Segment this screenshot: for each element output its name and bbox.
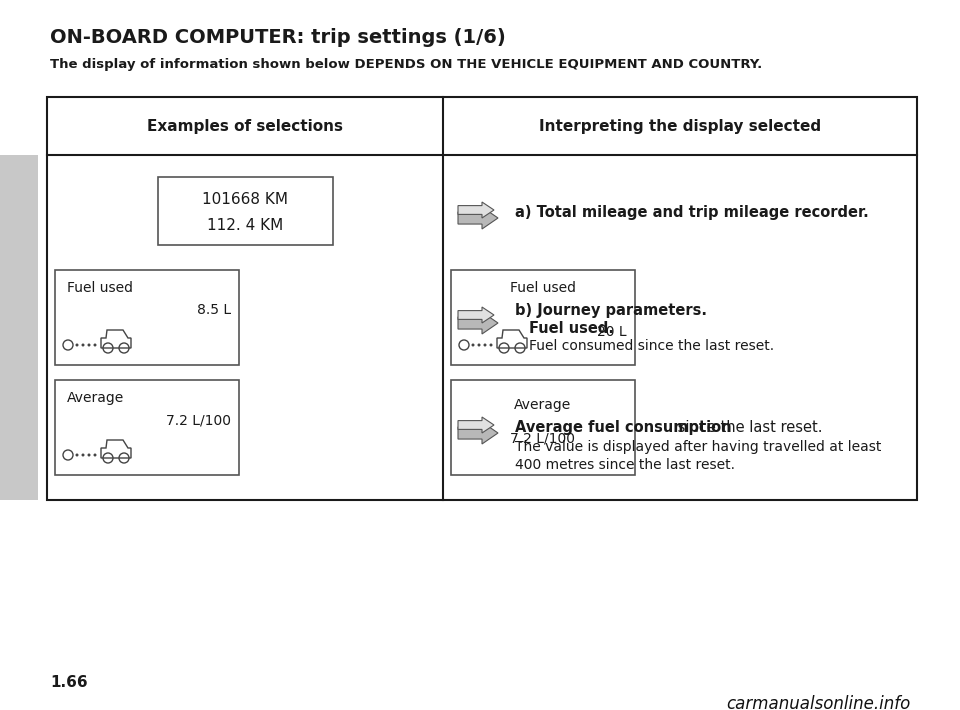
Bar <box>55 270 239 365</box>
Text: Average: Average <box>515 398 571 412</box>
Circle shape <box>477 344 481 346</box>
Text: Interpreting the display selected: Interpreting the display selected <box>539 119 821 133</box>
Text: 112. 4 KM: 112. 4 KM <box>206 217 283 232</box>
Text: 1.66: 1.66 <box>50 675 87 690</box>
Circle shape <box>490 344 492 346</box>
Circle shape <box>82 344 84 346</box>
Circle shape <box>87 344 90 346</box>
Circle shape <box>76 344 79 346</box>
Text: Fuel used: Fuel used <box>510 281 576 295</box>
Polygon shape <box>458 207 498 229</box>
Circle shape <box>76 454 79 457</box>
Text: Fuel used: Fuel used <box>67 281 133 295</box>
Text: 101668 KM: 101668 KM <box>202 192 288 207</box>
Text: 8.5 L: 8.5 L <box>197 303 231 317</box>
Circle shape <box>471 344 474 346</box>
Text: Average fuel consumption: Average fuel consumption <box>515 420 732 435</box>
Circle shape <box>93 344 97 346</box>
Polygon shape <box>458 422 498 444</box>
Text: since the last reset.: since the last reset. <box>673 420 823 435</box>
Text: The display of information shown below DEPENDS ON THE VEHICLE EQUIPMENT AND COUN: The display of information shown below D… <box>50 58 762 71</box>
Bar <box>0 155 38 500</box>
Text: carmanualsonline.info: carmanualsonline.info <box>726 695 910 710</box>
Text: 7.2 L/100: 7.2 L/100 <box>166 413 231 427</box>
Circle shape <box>484 344 487 346</box>
Text: b) Journey parameters.: b) Journey parameters. <box>515 303 707 318</box>
Text: Fuel consumed since the last reset.: Fuel consumed since the last reset. <box>529 339 774 353</box>
Bar <box>47 97 917 500</box>
Bar <box>451 380 635 475</box>
Text: Average: Average <box>67 391 124 405</box>
Text: ON-BOARD COMPUTER: trip settings (1/6): ON-BOARD COMPUTER: trip settings (1/6) <box>50 28 506 47</box>
Circle shape <box>82 454 84 457</box>
Circle shape <box>87 454 90 457</box>
Text: 7.2 L/100: 7.2 L/100 <box>511 431 575 445</box>
Text: 400 metres since the last reset.: 400 metres since the last reset. <box>515 458 735 472</box>
Bar <box>157 177 332 245</box>
Text: a) Total mileage and trip mileage recorder.: a) Total mileage and trip mileage record… <box>515 205 869 221</box>
Bar <box>451 270 635 365</box>
Text: Fuel used.: Fuel used. <box>529 321 614 336</box>
Polygon shape <box>458 417 494 433</box>
Bar <box>55 380 239 475</box>
Polygon shape <box>458 202 494 218</box>
Text: Examples of selections: Examples of selections <box>147 119 343 133</box>
Polygon shape <box>458 312 498 334</box>
Text: The value is displayed after having travelled at least: The value is displayed after having trav… <box>515 440 881 454</box>
Text: 20 L: 20 L <box>597 325 627 339</box>
Polygon shape <box>458 307 494 323</box>
Circle shape <box>93 454 97 457</box>
